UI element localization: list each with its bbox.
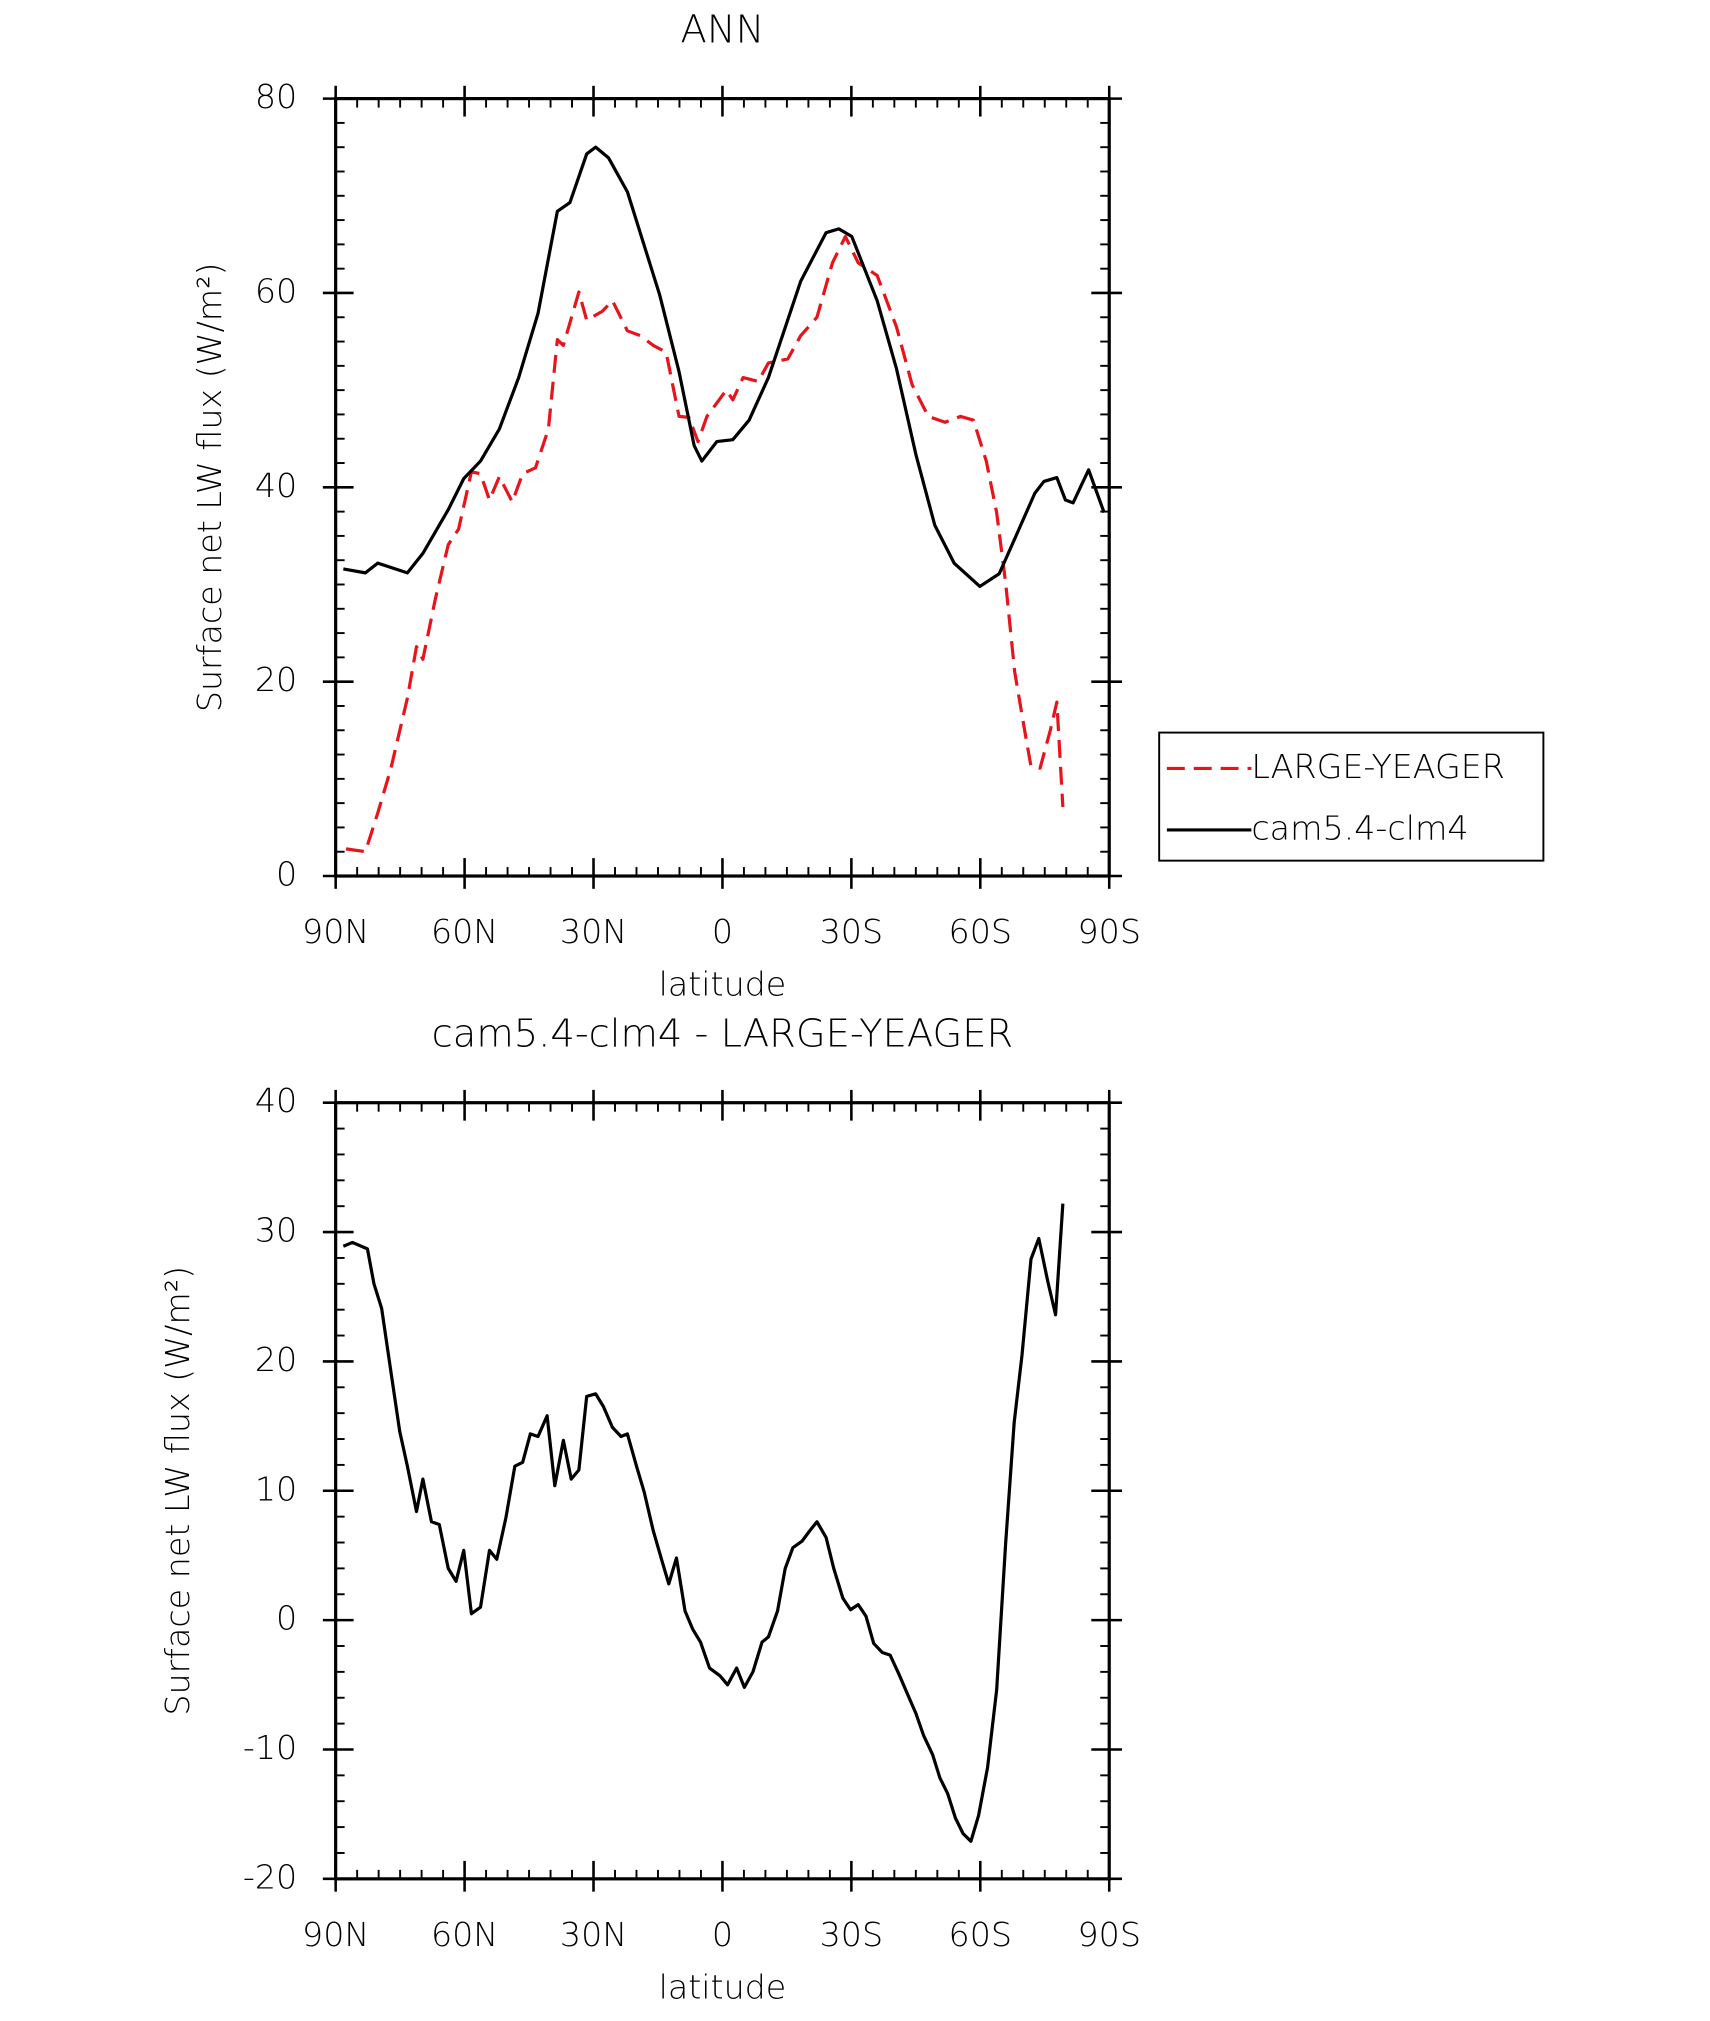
y-tick-label: 40 [255, 466, 297, 505]
x-tick-label: 0 [712, 1915, 733, 1954]
x-tick-label: 30S [820, 912, 883, 951]
legend-label: cam5.4-clm4 [1251, 808, 1468, 847]
y-axis-label: Surface net LW flux (W/m²) [158, 1266, 197, 1716]
x-axis-label: latitude [659, 965, 787, 1004]
chart-title: ANN [681, 8, 765, 53]
y-tick-label: 30 [255, 1211, 297, 1250]
x-tick-label: 90N [302, 912, 369, 951]
y-axis-label: Surface net LW flux (W/m²) [190, 262, 229, 712]
x-tick-label: 90N [302, 1915, 369, 1954]
y-tick-label: 10 [255, 1469, 297, 1508]
y-tick-label: 40 [255, 1081, 297, 1120]
x-axis-label: latitude [659, 1967, 787, 2006]
series-line [343, 145, 1106, 589]
x-tick-label: 60N [431, 1915, 498, 1954]
x-tick-label: 60S [949, 912, 1012, 951]
y-tick-label: 0 [276, 855, 297, 894]
y-tick-label: 20 [255, 1340, 297, 1379]
y-tick-label: -20 [243, 1857, 297, 1896]
x-tick-label: 30N [560, 1915, 627, 1954]
legend-label: LARGE-YEAGER [1251, 747, 1505, 786]
x-tick-label: 90S [1077, 912, 1140, 951]
y-tick-label: 80 [255, 77, 297, 116]
legend-box [1158, 731, 1545, 862]
y-tick-label: 20 [255, 660, 297, 699]
chart-panel: cam5.4-clm4 - LARGE-YEAGER 90N 60N 30N 0 30S 6… [158, 1012, 1141, 2007]
y-tick-label: -10 [243, 1728, 297, 1767]
x-tick-label: 60S [949, 1915, 1012, 1954]
plot-frame [334, 1101, 1111, 1881]
y-tick-label: 60 [255, 271, 297, 310]
x-tick-label: 90S [1077, 1915, 1140, 1954]
x-tick-label: 30N [560, 912, 627, 951]
x-tick-label: 30S [820, 1915, 883, 1954]
legend: LARGE-YEAGER cam5.4-clm4 [1158, 731, 1545, 862]
x-tick-label: 60N [431, 912, 498, 951]
chart-panel: ANN 90N 60N 30N 0 30S 60S 90S 0 20 40 60 80 latitude S… [190, 8, 1545, 1004]
series-line [342, 1203, 1065, 1843]
chart-title: cam5.4-clm4 - LARGE-YEAGER [432, 1012, 1014, 1057]
series-line [345, 234, 1065, 854]
x-tick-label: 0 [712, 912, 733, 951]
y-tick-label: 0 [276, 1599, 297, 1638]
